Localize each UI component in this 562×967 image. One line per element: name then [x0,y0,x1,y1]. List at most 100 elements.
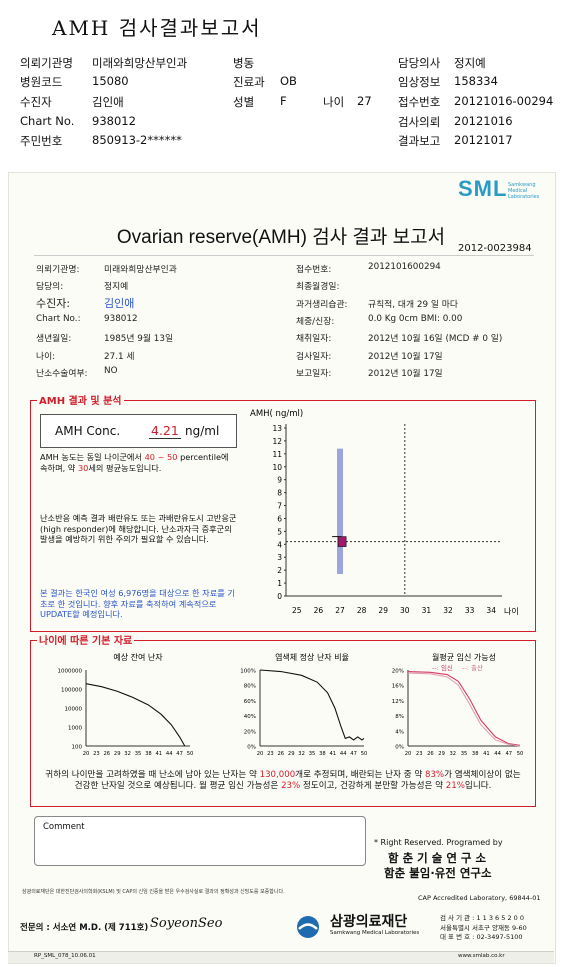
y-tick-label: 1 [277,579,282,588]
mini-curve [407,670,521,746]
fertility-institute: 함춘 불임·유전 연구소 [384,866,492,880]
lab-license: 검 사 기 관 : 1 1 3 6 5 2 0 0 [440,914,524,922]
header-value: OB [280,74,297,88]
info-label: 난소수술여부: [36,368,88,379]
info-value: NO [104,365,118,376]
mini-x-tick: 38 [145,751,152,757]
amh-result-box [30,400,536,632]
mini-x-tick: 41 [483,751,490,757]
header-label: 병동 [233,56,255,70]
mini-x-tick: 47 [350,751,357,757]
specialist-name: 전문의 : 서소연 M.D. (제 711호) [20,923,149,933]
x-tick-label: 27 [335,606,345,615]
header-label: 결과보고 [398,134,441,148]
info-value: 규칙적, 대개 29 일 마다 [368,299,458,310]
lab-phone: 대 표 번 호 : 02-3497-5100 [440,933,523,941]
info-label: 검사일자: [296,351,332,362]
header-value: 158334 [454,74,498,88]
info-value: 2012년 10월 17일 [368,368,443,379]
comment-box: Comment [34,816,366,866]
sml-logo: SML [458,176,508,201]
info-label: 생년월일: [36,334,72,345]
mini-y-tick: 0% [247,745,256,751]
header-value: 938012 [92,114,136,128]
certification-text: 삼광의료재단은 대한진단검사의학회(KSLM) 및 CAP의 신임 인증을 받은… [22,889,285,895]
x-tick-label: 32 [443,606,453,615]
info-value: 2012101600294 [368,262,441,272]
report-title: Ovarian reserve(AMH) 검사 결과 보고서 [116,227,446,248]
footer-strip: RP_SML_078_10.06.01 www.smlab.co.kr [8,951,554,963]
amh-conc-value: 4.21 [149,423,181,439]
mini-x-tick: 29 [288,751,295,757]
mini-x-tick: 26 [277,751,284,757]
info-value: 1985년 9월 13일 [104,334,174,345]
y-tick-label: 9 [277,476,282,485]
mini-y-tick: 1000 [68,726,82,732]
info-label: 최종월경일: [296,282,340,293]
amh-response-text: 난소반응 예측 결과 배란유도 또는 과배란유도시 고반응군 (high res… [40,513,237,544]
y-tick-label: 5 [277,527,282,536]
mini-y-tick: 4% [395,729,404,735]
sml-logo-subtitle: Samkwang Medical Laboratories [508,182,540,200]
mini-y-tick: 8% [395,714,404,720]
mini-x-tick: 50 [361,751,368,757]
mini-x-tick: 35 [461,751,468,757]
header-label: 담당의사 [398,56,441,70]
mini-y-tick: 20% [392,669,404,675]
mini-x-tick: 20 [405,751,412,757]
pregnancy-chance-chart: 월평균 임신 가능성 20% 16% 12% 8% 4% 0%20 23 26 29 32 35 38 4… [392,652,524,757]
header-value: 김인애 [92,95,124,109]
patient-info-block [34,255,534,381]
x-tick-label: 28 [357,606,367,615]
x-tick-label: 30 [400,606,410,615]
lab-website: www.smlab.co.kr [458,953,505,959]
mini-x-tick: 20 [83,751,90,757]
amh-conc-label: AMH Conc. [55,424,121,438]
header-label: Chart No. [20,114,75,128]
mini-x-tick: 29 [114,751,121,757]
mini-x-tick: 35 [309,751,316,757]
info-label: 담당의: [36,282,64,293]
info-label: Chart No.: [36,313,81,324]
mini-x-tick: 32 [449,751,456,757]
mini-curve [85,683,186,747]
age-section-title: 나이에 따른 기본 자료 [37,632,135,647]
mini-x-tick: 26 [427,751,434,757]
mini-x-tick: 38 [472,751,479,757]
info-label: 체중/신장: [296,316,335,327]
header-label: 접수번호 [398,95,441,109]
header-value: 20121017 [454,133,513,147]
info-value: 2012년 10월 17일 [368,351,443,362]
mini-y-tick: 100% [240,669,256,675]
mini-x-tick: 47 [176,751,183,757]
mini-x-tick: 23 [416,751,423,757]
info-label: 수진자: [36,296,71,310]
x-axis-label: 나이 [504,606,519,616]
mini-curve-2 [407,672,521,747]
x-tick-label: 26 [314,606,324,615]
mini-chart-title: 예상 잔여 난자 [113,652,163,662]
y-axis-label: AMH( ng/ml) [250,409,303,419]
form-code: RP_SML_078_10.06.01 [34,953,96,959]
mini-chart-title: 월평균 임신 가능성 [432,652,496,662]
header-label: 주민번호 [20,134,63,148]
lab-contact: 검 사 기 관 : 1 1 3 6 5 2 0 0 서울특별시 서초구 양재동 … [440,914,527,943]
mini-x-tick: 41 [329,751,336,757]
mini-x-tick: 50 [187,751,194,757]
foundation-logo-icon [297,916,319,938]
foundation-name: 삼광의료재단 [330,914,408,930]
mini-y-tick: 20% [244,729,256,735]
mini-chart-title: 염색체 정상 난자 비율 [275,652,349,662]
mini-y-tick: 16% [392,684,404,690]
rights-text: * Right Reserved. Programed by [374,838,503,847]
legend-delivery: --: 출산 [462,663,483,672]
y-tick-label: 11 [272,450,282,459]
mini-x-tick: 38 [319,751,326,757]
mini-x-tick: 23 [93,751,100,757]
y-tick-label: 13 [272,424,282,433]
y-tick-label: 6 [277,514,282,523]
cap-accreditation: CAP Accredited Laboratory, 69844-01 [418,894,541,902]
info-label: 채취일자: [296,334,332,345]
header-value: 정지예 [454,56,486,70]
lab-address: 서울특별시 서초구 양재동 9-60 [440,923,527,932]
